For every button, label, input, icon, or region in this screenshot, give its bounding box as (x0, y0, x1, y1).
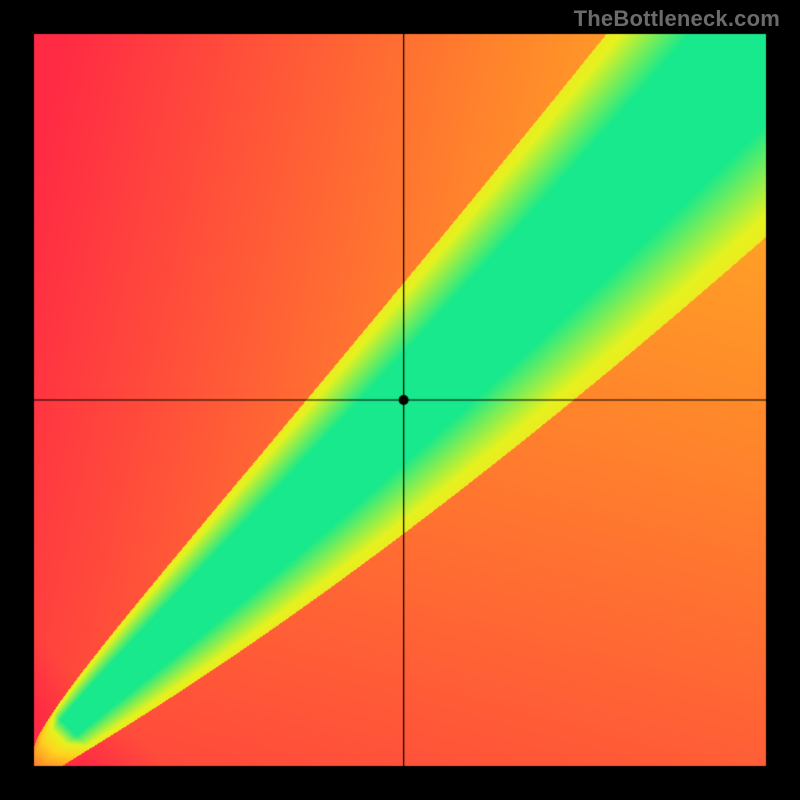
heatmap-canvas (0, 0, 800, 800)
root-container: TheBottleneck.com (0, 0, 800, 800)
attribution-label: TheBottleneck.com (574, 6, 780, 32)
